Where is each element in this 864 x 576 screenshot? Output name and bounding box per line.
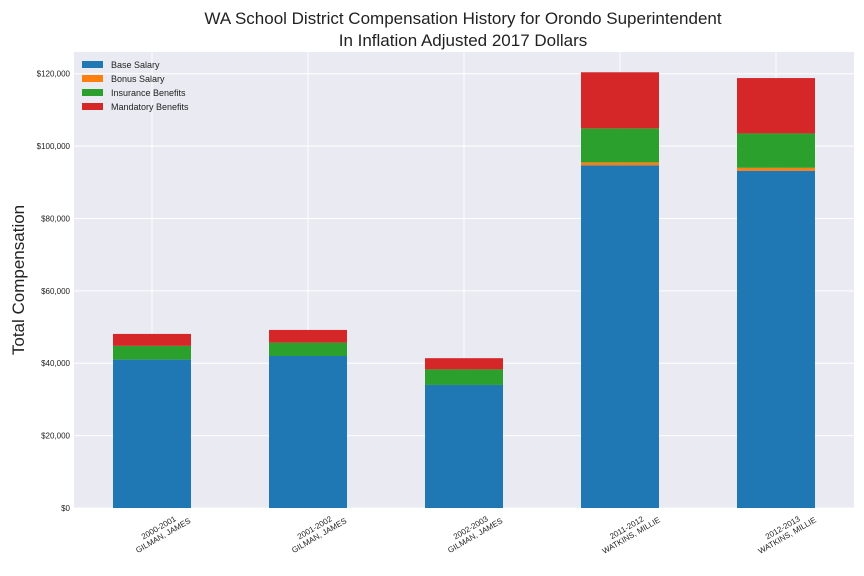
legend: Base Salary Bonus Salary Insurance Benefit… (82, 60, 189, 112)
y-tick-label: $100,000 (37, 142, 71, 151)
legend-label: Mandatory Benefits (111, 102, 189, 112)
bar-segment (113, 359, 191, 508)
bar-segment (425, 384, 503, 508)
bar-segment (113, 345, 191, 360)
legend-swatch (82, 103, 103, 110)
bar-segment (425, 358, 503, 370)
legend-swatch (82, 61, 103, 68)
bar-segment (269, 356, 347, 508)
legend-swatch (82, 75, 103, 82)
y-tick-label: $120,000 (37, 70, 71, 79)
y-axis-label: Total Compensation (9, 205, 28, 355)
bar-segment (737, 170, 815, 508)
bar-segment (113, 333, 191, 346)
y-tick-label: $40,000 (41, 359, 70, 368)
bar-segment (581, 72, 659, 129)
bar-segment (581, 162, 659, 166)
bar-segment (737, 78, 815, 134)
y-axis-ticks: $0 $20,000 $40,000 $60,000 $80,000 $100,000 $1… (37, 70, 71, 513)
bar-segment (269, 342, 347, 356)
y-tick-label: $20,000 (41, 432, 70, 441)
bar-segment (269, 329, 347, 343)
legend-label: Bonus Salary (111, 74, 165, 84)
y-tick-label: $60,000 (41, 287, 70, 296)
bar-segment (581, 165, 659, 508)
y-tick-label: $0 (61, 504, 70, 513)
bars (113, 72, 815, 508)
chart-title: WA School District Compensation History … (204, 9, 721, 28)
legend-label: Insurance Benefits (111, 88, 186, 98)
legend-swatch (82, 89, 103, 96)
y-tick-label: $80,000 (41, 214, 70, 223)
bar-segment (737, 167, 815, 171)
bar-segment (737, 133, 815, 168)
bar-segment (425, 369, 503, 385)
legend-label: Base Salary (111, 60, 160, 70)
chart-subtitle: In Inflation Adjusted 2017 Dollars (339, 31, 588, 50)
bar-segment (581, 128, 659, 163)
